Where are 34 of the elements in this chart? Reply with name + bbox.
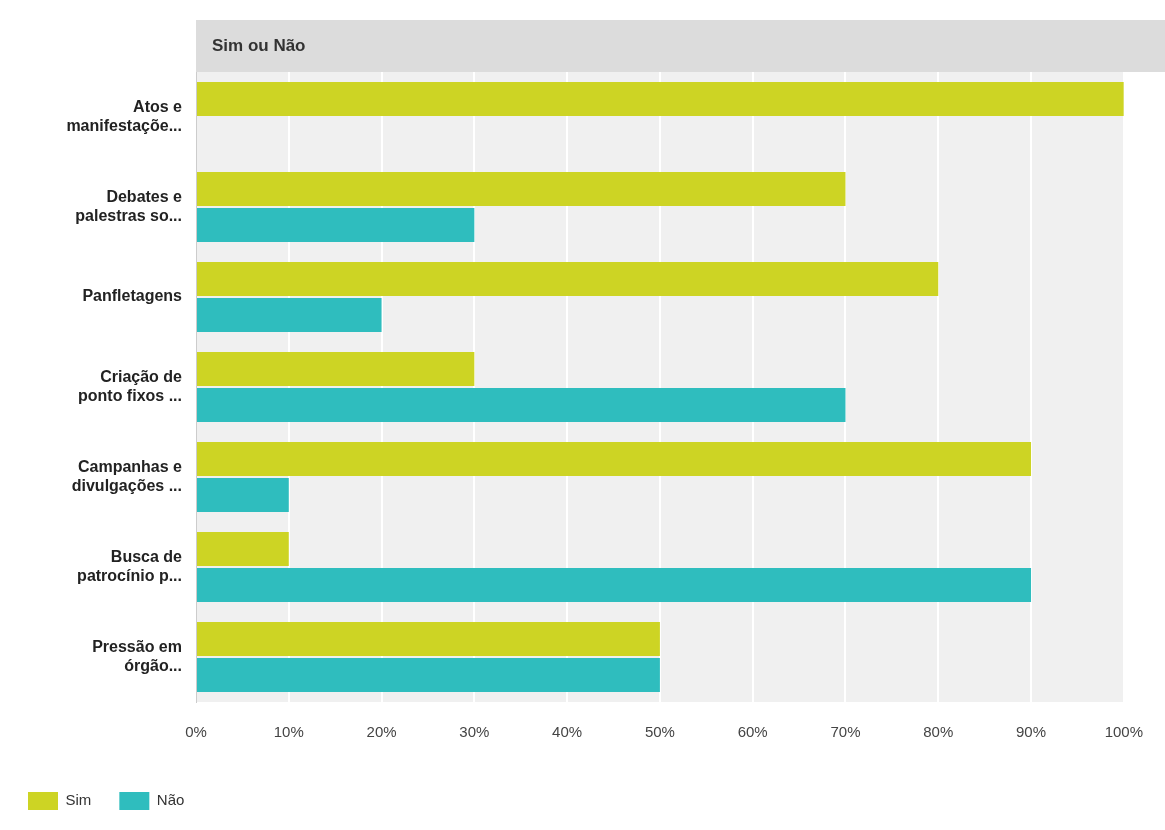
y-tick-label: Busca de patrocínio p... bbox=[77, 547, 183, 585]
legend-label: Não bbox=[156, 791, 185, 809]
x-tick-label: 80% bbox=[923, 723, 954, 741]
x-tick-label: 40% bbox=[552, 723, 583, 741]
x-tick-label: 50% bbox=[644, 723, 675, 741]
chart-title: Sim ou Não bbox=[196, 20, 1165, 72]
y-tick-label: Criação de ponto fixos ... bbox=[78, 367, 183, 405]
bar bbox=[197, 171, 846, 207]
bar bbox=[197, 351, 475, 387]
y-tick-label: Campanhas e divulgações ... bbox=[71, 457, 183, 495]
x-tick-label: 100% bbox=[1104, 723, 1144, 741]
x-tick-label: 10% bbox=[273, 723, 304, 741]
bar bbox=[197, 657, 660, 693]
bar bbox=[197, 387, 846, 423]
bar bbox=[197, 207, 475, 243]
y-tick-label: Pressão em órgão... bbox=[92, 637, 182, 675]
x-tick-label: 70% bbox=[830, 723, 861, 741]
y-tick-label: Atos e manifestaçõe... bbox=[66, 97, 183, 135]
bar bbox=[197, 477, 289, 513]
x-tick-label: 30% bbox=[459, 723, 490, 741]
x-tick-label: 90% bbox=[1016, 723, 1047, 741]
y-tick-label: Panfletagens bbox=[82, 287, 183, 305]
x-tick-label: 60% bbox=[737, 723, 768, 741]
x-tick-label: 0% bbox=[185, 723, 207, 741]
x-tick-label: 20% bbox=[366, 723, 397, 741]
bar bbox=[197, 81, 1124, 117]
y-tick-label: Debates e palestras so... bbox=[75, 187, 183, 225]
bar bbox=[197, 531, 289, 567]
bar bbox=[197, 621, 660, 657]
bar bbox=[197, 441, 1032, 477]
bar bbox=[197, 297, 382, 333]
bar bbox=[197, 261, 939, 297]
bar bbox=[197, 567, 1032, 603]
legend-label: Sim bbox=[65, 791, 92, 809]
